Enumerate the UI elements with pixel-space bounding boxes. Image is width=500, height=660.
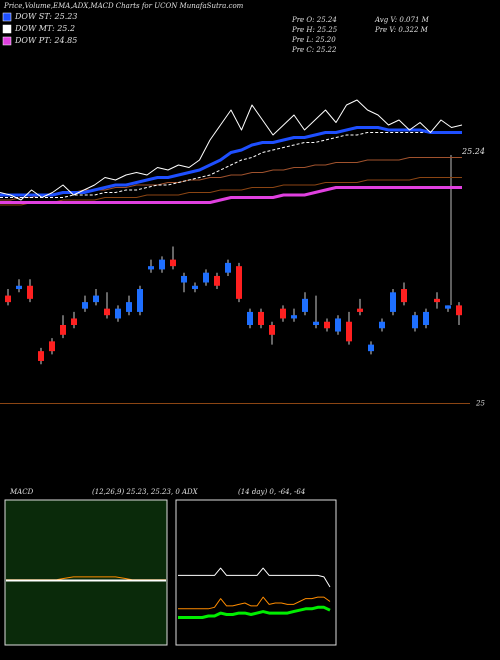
candle-body <box>324 321 330 329</box>
series-line <box>178 605 331 619</box>
candle-body <box>368 344 374 352</box>
adx-subtitle: (14 day) 0, -64, -64 <box>238 488 305 496</box>
candle-body <box>159 259 165 270</box>
series-line <box>178 567 331 588</box>
candle-body <box>181 275 187 283</box>
candle-body <box>104 308 110 316</box>
series-line <box>0 186 462 204</box>
candle-body <box>71 318 77 325</box>
candle-body <box>247 311 253 325</box>
legend-label: DOW ST: 25.23 <box>14 12 77 21</box>
candle-body <box>38 351 44 361</box>
candle-body <box>49 341 55 352</box>
candle-body <box>412 315 418 329</box>
legend-swatch <box>2 12 12 22</box>
y-tick-label: 25 <box>475 399 485 407</box>
candle-body <box>82 302 88 309</box>
info-text: Pre V: 0.322 M <box>374 26 429 34</box>
legend-label: DOW PT: 24.85 <box>14 36 77 45</box>
candle-body <box>93 295 99 303</box>
series-line <box>0 99 463 201</box>
series-line <box>0 126 462 197</box>
macd-title: MACD <box>9 488 34 496</box>
candle-body <box>27 285 33 299</box>
legend-swatch <box>2 36 12 46</box>
candle-body <box>280 308 286 319</box>
series-line <box>0 132 462 198</box>
candle-body <box>16 285 22 290</box>
candle-body <box>225 262 231 273</box>
annotation: 25.24 <box>461 147 485 156</box>
adx-title: ADX <box>181 488 199 496</box>
candle-body <box>115 308 121 319</box>
candle-body <box>236 266 242 299</box>
adx-panel <box>175 499 337 646</box>
candle-body <box>401 289 407 303</box>
series-line <box>0 177 462 206</box>
candle-body <box>434 298 440 303</box>
candle-body <box>214 275 220 286</box>
candle-body <box>137 289 143 312</box>
legend-swatch <box>2 24 12 34</box>
info-text: Pre O: 25.24 <box>291 16 337 24</box>
candle-body <box>390 292 396 312</box>
candle-body <box>423 311 429 325</box>
candle-body <box>269 325 275 335</box>
macd-panel <box>4 499 168 646</box>
legend-label: DOW MT: 25.2 <box>14 24 75 33</box>
candle-body <box>148 266 154 270</box>
series-line <box>178 596 331 610</box>
info-text: Avg V: 0.071 M <box>374 16 430 24</box>
candle-body <box>456 305 462 316</box>
candle-body <box>192 285 198 290</box>
candle-body <box>258 311 264 325</box>
candle-body <box>291 315 297 319</box>
candle-body <box>357 308 363 312</box>
candle-body <box>346 321 352 342</box>
chart-title: Price,Volume,EMA,ADX,MACD Charts for UCO… <box>3 2 244 10</box>
candle-body <box>302 298 308 312</box>
candle-body <box>445 305 451 309</box>
candle-body <box>126 302 132 312</box>
candle-body <box>5 295 11 303</box>
macd-subtitle: (12,26,9) 25.23, 25.23, 0 <box>92 488 180 496</box>
candle-body <box>313 321 319 325</box>
candle-body <box>379 321 385 329</box>
candle-body <box>203 272 209 283</box>
info-text: Pre L: 25.20 <box>291 36 336 44</box>
candle-body <box>170 259 176 267</box>
candle-body <box>60 325 66 335</box>
info-text: Pre C: 25.22 <box>291 46 337 54</box>
info-text: Pre H: 25.25 <box>291 26 338 34</box>
candle-body <box>335 318 341 332</box>
